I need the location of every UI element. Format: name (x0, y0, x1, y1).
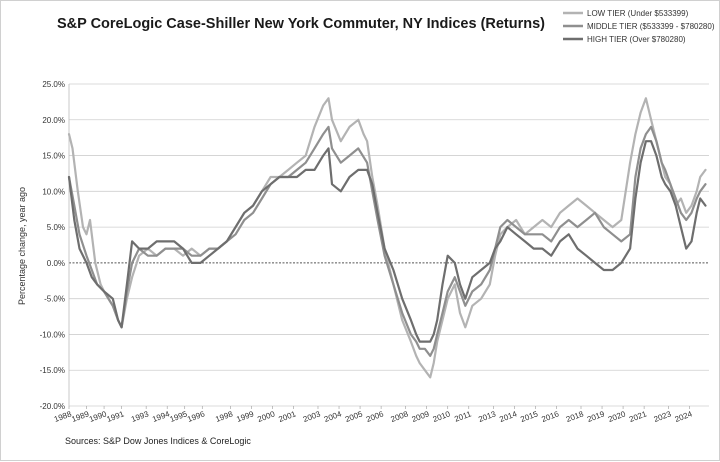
legend-label: LOW TIER (Under $533399) (587, 9, 689, 18)
x-tick-label: 1996 (186, 409, 206, 424)
x-tick-label: 2023 (653, 409, 673, 424)
x-tick-label: 1998 (214, 409, 234, 424)
gridlines (68, 83, 709, 407)
x-tick-label: 2024 (674, 409, 694, 424)
x-tick-label: 2013 (477, 409, 497, 424)
x-tick-label: 2003 (302, 409, 322, 424)
x-tick-label: 2018 (565, 409, 585, 424)
x-tick-label: 2016 (540, 409, 560, 424)
y-tick-label: 0.0% (47, 259, 65, 268)
x-tick-label: 2015 (519, 409, 539, 424)
y-tick-label: 20.0% (42, 116, 65, 125)
y-axis-title: Percentage change, year ago (17, 187, 27, 305)
y-tick-label: -15.0% (40, 366, 65, 375)
y-tick-label: -20.0% (40, 402, 65, 411)
x-tick-label: 2021 (628, 409, 648, 424)
x-tick-label: 2011 (453, 409, 473, 424)
y-tick-label: 15.0% (42, 152, 65, 161)
y-tick-label: -10.0% (40, 330, 65, 339)
x-tick-label: 2009 (411, 409, 431, 424)
y-tick-label: 5.0% (47, 223, 65, 232)
legend-label: HIGH TIER (Over $780280) (587, 35, 686, 44)
x-tick-label: 2014 (498, 409, 518, 424)
x-tick-label: 2001 (277, 409, 297, 424)
x-tick-label: 2010 (432, 409, 452, 424)
x-tick-label: 2005 (344, 409, 364, 424)
x-tick-label: 1993 (130, 409, 150, 424)
y-tick-label: 10.0% (42, 187, 65, 196)
series-line-middle-tier (67, 125, 707, 357)
legend-label: MIDDLE TIER ($533399 - $780280) (587, 22, 715, 31)
legend: LOW TIER (Under $533399) MIDDLE TIER ($53… (563, 9, 715, 44)
series-line-high-tier (67, 140, 707, 343)
x-tick-label: 2020 (607, 409, 627, 424)
x-tick-label: 2004 (323, 409, 343, 424)
source-note: Sources: S&P Dow Jones Indices & CoreLog… (65, 436, 251, 446)
series-line-low-tier (67, 97, 707, 379)
series-group (67, 97, 707, 379)
y-tick-label: -5.0% (44, 295, 65, 304)
x-tick-label: 1991 (105, 409, 125, 424)
y-axis: 25.0% 20.0% 15.0% 10.0% 5.0% 0.0% -5.0% -10.0% -… (40, 80, 65, 411)
x-tick-label: 2019 (586, 409, 606, 424)
y-tick-label: 25.0% (42, 80, 65, 89)
chart-title: S&P CoreLogic Case-Shiller New York Comm… (57, 16, 545, 32)
x-tick-label: 1999 (235, 409, 255, 424)
x-tick-label: 2008 (390, 409, 410, 424)
x-tick-label: 2006 (365, 409, 385, 424)
x-tick-label: 2000 (256, 409, 276, 424)
